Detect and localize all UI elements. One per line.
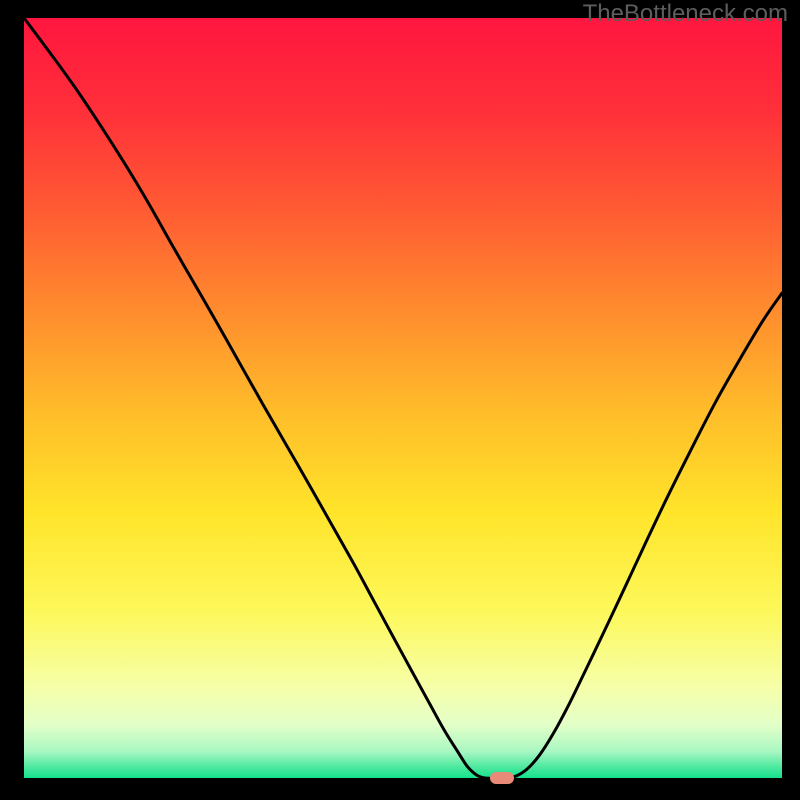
bottleneck-curve — [24, 18, 782, 778]
watermark-text: TheBottleneck.com — [583, 0, 788, 28]
optimum-marker — [490, 772, 514, 784]
plot-area — [24, 18, 782, 778]
chart-frame: TheBottleneck.com — [0, 0, 800, 800]
